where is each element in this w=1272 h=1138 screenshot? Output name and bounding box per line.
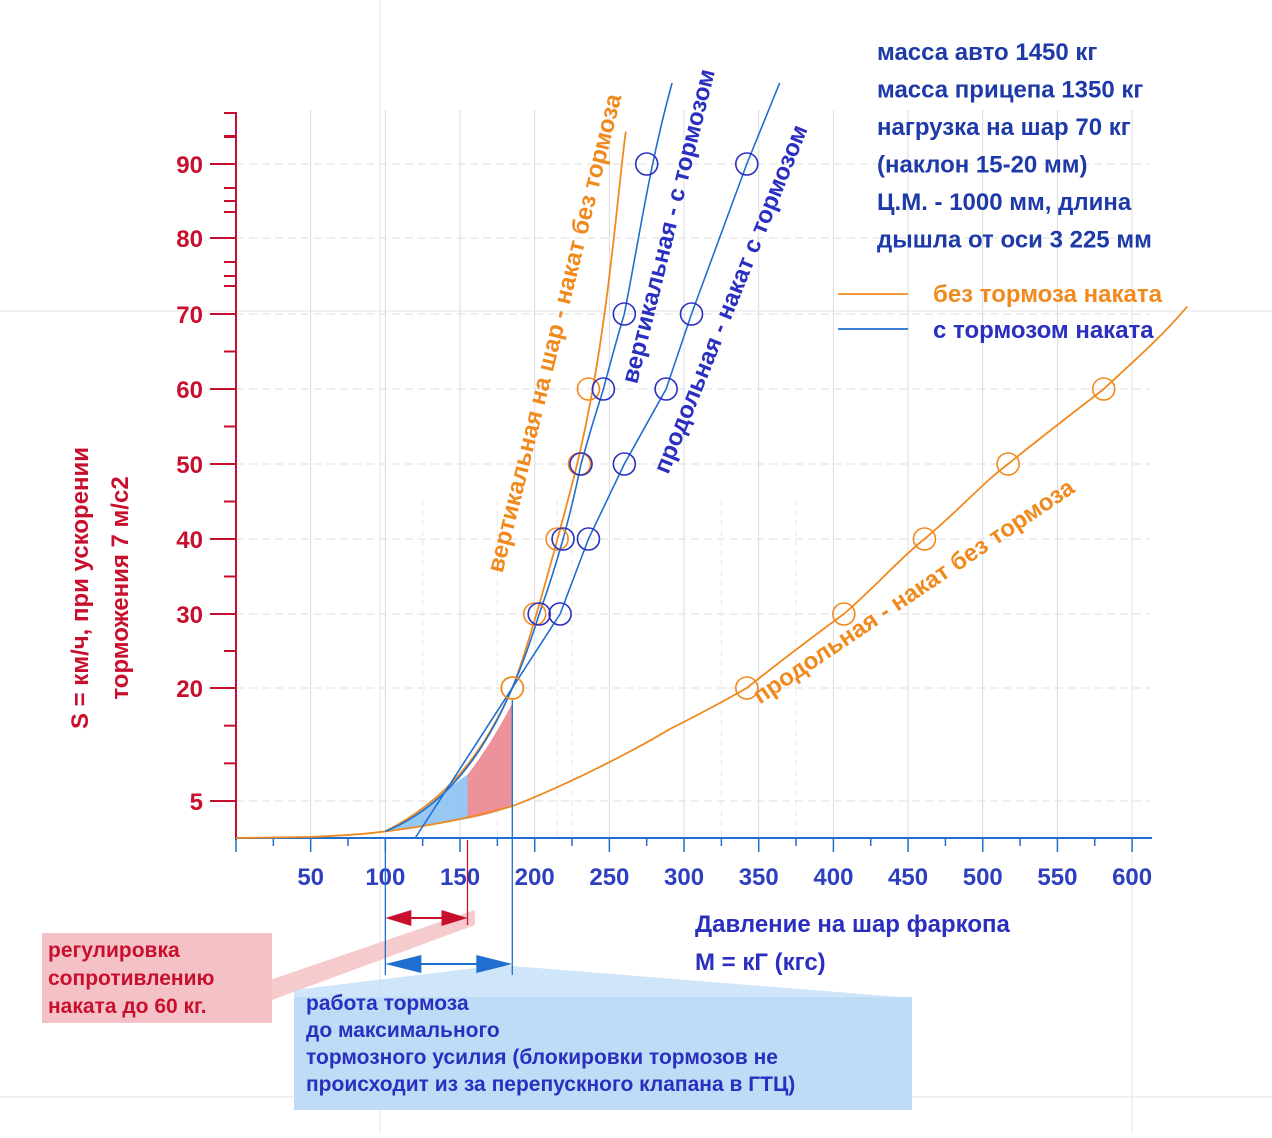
curve-longitudinal-no-brake <box>235 305 1189 839</box>
data-point-marker <box>576 527 601 551</box>
x-tick-label: 150 <box>440 864 480 891</box>
data-point-marker <box>591 377 616 401</box>
legend-label: без тормоза наката <box>933 281 1163 308</box>
blue-annotation-text: работа тормоза <box>306 992 469 1015</box>
data-point-marker <box>569 452 593 476</box>
curve-vertical-with-brake <box>385 82 673 833</box>
y-tick-label: 60 <box>176 377 203 404</box>
data-point-marker <box>634 152 659 176</box>
info-text-line: масса прицепа 1350 кг <box>877 77 1143 104</box>
data-point-marker <box>522 602 547 626</box>
data-point-marker <box>545 527 569 551</box>
series-label: продольная - накат без тормоза <box>748 474 1080 710</box>
y-tick-label: 70 <box>176 302 203 329</box>
x-tick-label: 500 <box>963 864 1003 891</box>
data-point-marker <box>548 602 572 626</box>
x-tick-label: 50 <box>297 864 324 891</box>
y-axis-title: S = км/ч, при ускорении <box>67 447 94 729</box>
info-text-line: масса авто 1450 кг <box>877 39 1097 66</box>
y-tick-label: 5 <box>190 789 203 816</box>
x-tick-label: 300 <box>664 864 704 891</box>
data-point-marker <box>679 302 704 326</box>
info-text-line: нагрузка на шар 70 кг <box>877 114 1131 141</box>
blue-shaded-area <box>385 774 468 832</box>
data-point-marker <box>832 602 856 626</box>
blue-range-arrowhead-right <box>476 955 513 973</box>
legend-label: с тормозом наката <box>933 317 1154 344</box>
red-range-arrowhead-left <box>385 910 412 926</box>
x-tick-label: 200 <box>515 864 555 891</box>
red-annotation-text: регулировка <box>48 939 180 962</box>
x-tick-label: 250 <box>589 864 629 891</box>
red-annotation-text: сопротивлению <box>48 967 214 990</box>
red-shaded-area <box>467 703 513 819</box>
data-point-marker <box>654 377 678 401</box>
y-tick-label: 40 <box>176 527 203 554</box>
x-tick-label: 450 <box>888 864 928 891</box>
curve-vertical-no-brake <box>384 131 627 833</box>
y-tick-label: 80 <box>176 226 203 253</box>
blue-range-arrowhead-left <box>385 955 422 973</box>
x-tick-label: 350 <box>739 864 779 891</box>
curve-longitudinal-with-brake <box>414 82 781 839</box>
data-point-marker <box>551 527 575 551</box>
info-text-line: дышла от оси 3 225 мм <box>877 227 1152 254</box>
x-axis-title: Давление на шар фаркопа <box>695 911 1010 938</box>
data-point-marker <box>576 377 601 401</box>
red-annotation-text: наката до 60 кг. <box>48 995 207 1018</box>
x-tick-label: 400 <box>813 864 853 891</box>
y-axis-title-line2: торможения 7 м/с2 <box>107 476 134 699</box>
info-text-line: Ц.М. - 1000 мм, длина <box>877 189 1132 216</box>
blue-annotation-text: до максимального <box>306 1019 500 1042</box>
y-tick-label: 20 <box>176 676 203 703</box>
blue-annotation-box <box>294 997 912 1110</box>
red-callout-tail <box>255 910 475 1000</box>
x-tick-label: 550 <box>1037 864 1077 891</box>
x-axis-title-unit: M = кГ (кгс) <box>695 949 826 976</box>
data-point-marker <box>912 527 937 551</box>
data-point-marker <box>1091 377 1116 401</box>
data-point-marker <box>734 676 759 700</box>
data-point-marker <box>527 602 551 626</box>
y-tick-label: 90 <box>176 152 203 179</box>
x-tick-label: 600 <box>1112 864 1152 891</box>
info-text-line: (наклон 15-20 мм) <box>877 152 1087 179</box>
data-point-marker <box>612 452 637 476</box>
red-annotation-box <box>42 933 272 1023</box>
y-tick-label: 50 <box>176 452 203 479</box>
blue-callout-tail <box>294 965 912 998</box>
data-point-marker <box>612 302 637 326</box>
y-tick-label: 30 <box>176 602 203 629</box>
data-point-marker <box>996 452 1020 476</box>
red-range-arrowhead-right <box>441 910 468 926</box>
data-point-marker <box>500 676 525 700</box>
data-point-marker <box>734 152 759 176</box>
blue-annotation-text: тормозного усилия (блокировки тормозов н… <box>306 1046 778 1069</box>
blue-annotation-text: происходит из за перепускного клапана в … <box>306 1073 795 1096</box>
